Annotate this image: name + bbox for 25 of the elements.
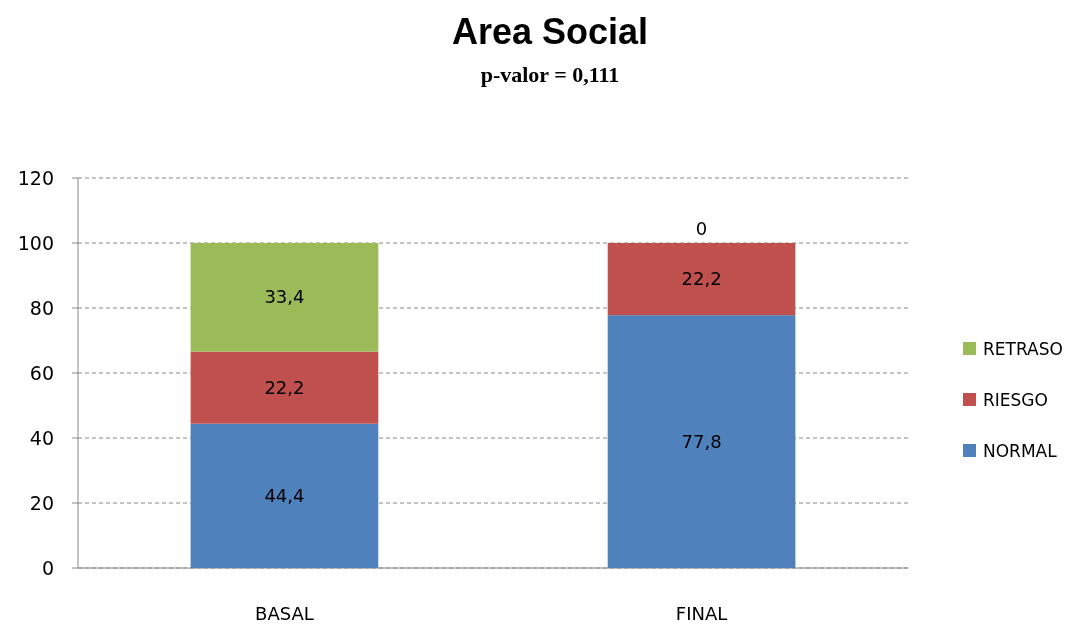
bar <box>190 423 379 568</box>
data-label: 33,4 <box>264 286 305 308</box>
chart-title: Area Social <box>451 11 649 52</box>
legend-label: RIESGO <box>983 390 1048 410</box>
y-tick-label: 80 <box>29 297 54 319</box>
data-label: 44,4 <box>264 484 305 506</box>
y-tick-label: 0 <box>41 557 54 579</box>
chart-subtitle: p-valor = 0,111 <box>480 62 620 87</box>
bar <box>190 243 379 352</box>
bar <box>190 351 379 424</box>
x-tick-label: BASAL <box>255 603 314 624</box>
bar <box>607 243 796 316</box>
y-tick-label: 40 <box>29 427 54 449</box>
legend-label: NORMAL <box>983 441 1058 461</box>
y-tick-label: 20 <box>29 492 54 514</box>
y-tick-label: 100 <box>17 232 54 254</box>
data-label: 22,2 <box>264 376 305 398</box>
x-tick-label: FINAL <box>675 603 728 624</box>
legend-label: RETRASO <box>983 339 1063 359</box>
y-tick-label: 60 <box>29 362 54 384</box>
bar <box>607 315 796 568</box>
data-label: 77,8 <box>681 430 722 452</box>
y-tick-label: 120 <box>17 167 54 189</box>
data-label: 0 <box>695 218 708 239</box>
data-label: 22,2 <box>681 268 722 290</box>
